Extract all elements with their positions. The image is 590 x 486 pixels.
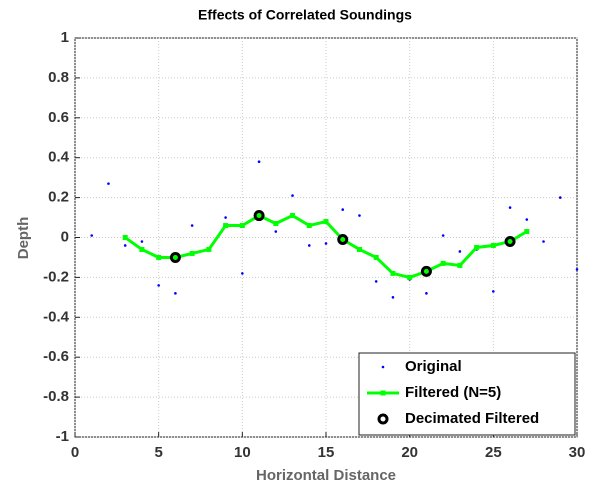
x-tick-label: 5 [154, 444, 162, 461]
marker [122, 235, 128, 240]
point [358, 214, 361, 217]
y-tick-label: 0.4 [48, 149, 70, 166]
chart-title: Effects of Correlated Soundings [198, 7, 412, 23]
marker [474, 244, 480, 250]
point [492, 290, 495, 293]
x-axis-label: Horizontal Distance [256, 467, 396, 484]
legend-marker [380, 390, 386, 396]
marker [290, 213, 296, 219]
marker [323, 219, 329, 225]
marker [340, 236, 346, 242]
point [575, 268, 579, 271]
point [140, 240, 144, 243]
point [525, 218, 529, 221]
legend-label: Original [405, 358, 462, 375]
marker [356, 246, 362, 252]
marker [423, 268, 429, 274]
legend-label: Filtered (N=5) [405, 384, 501, 401]
point [341, 208, 345, 211]
y-tick-label: -0.4 [43, 308, 70, 325]
marker [239, 223, 245, 229]
y-tick-label: -0.6 [43, 348, 69, 365]
y-tick-label: -1 [56, 428, 69, 445]
point [123, 244, 127, 247]
x-tick-label: 30 [569, 444, 586, 461]
point [508, 206, 512, 209]
point [441, 234, 445, 237]
point [425, 292, 428, 295]
marker [273, 221, 279, 227]
point [190, 224, 194, 227]
legend-marker [377, 413, 389, 425]
y-tick-label: 0.6 [48, 109, 69, 126]
y-axis-label: Depth [15, 217, 32, 260]
marker [139, 246, 145, 252]
legend: Original Filtered (N=5) Decimated Filtered [358, 352, 576, 436]
x-tick-label: 20 [401, 444, 418, 461]
point [324, 242, 328, 245]
point [174, 292, 177, 295]
marker [407, 274, 413, 280]
circle-marker [253, 210, 265, 222]
marker [189, 250, 195, 256]
y-tick-label: 0.2 [48, 189, 69, 206]
x-tick-label: 25 [485, 444, 502, 461]
point [224, 216, 227, 219]
point [374, 280, 378, 283]
point [307, 244, 311, 247]
marker [223, 223, 229, 229]
marker [172, 254, 178, 260]
y-tick-label: 1 [61, 29, 69, 46]
legend-label: Decimated Filtered [405, 410, 539, 427]
point [241, 272, 244, 275]
point [257, 160, 261, 163]
marker [457, 262, 463, 268]
x-tick-label: 10 [234, 444, 251, 461]
legend-marker [381, 365, 385, 369]
marker [490, 242, 496, 248]
marker [206, 246, 212, 252]
marker [306, 223, 312, 229]
marker [390, 270, 396, 276]
y-tick-label: -0.2 [43, 268, 69, 285]
point [107, 182, 110, 185]
marker [524, 229, 530, 235]
point [291, 194, 294, 197]
circle-marker [337, 233, 349, 245]
y-tick-label: -0.8 [43, 388, 69, 405]
point [542, 240, 545, 243]
marker [156, 254, 162, 260]
point [157, 284, 160, 287]
point [274, 230, 278, 233]
point [391, 296, 395, 299]
marker [373, 254, 379, 260]
marker [440, 260, 446, 266]
point [90, 234, 94, 237]
x-tick-label: 0 [71, 444, 79, 461]
y-tick-label: 0 [61, 228, 69, 245]
circle-marker [420, 265, 432, 277]
marker [256, 213, 262, 219]
point [558, 196, 562, 199]
x-tick-label: 15 [318, 444, 335, 461]
circle-marker [169, 251, 181, 263]
circle-marker [504, 235, 516, 247]
marker [507, 238, 513, 244]
point [458, 250, 462, 253]
y-tick-label: 0.8 [48, 69, 69, 86]
